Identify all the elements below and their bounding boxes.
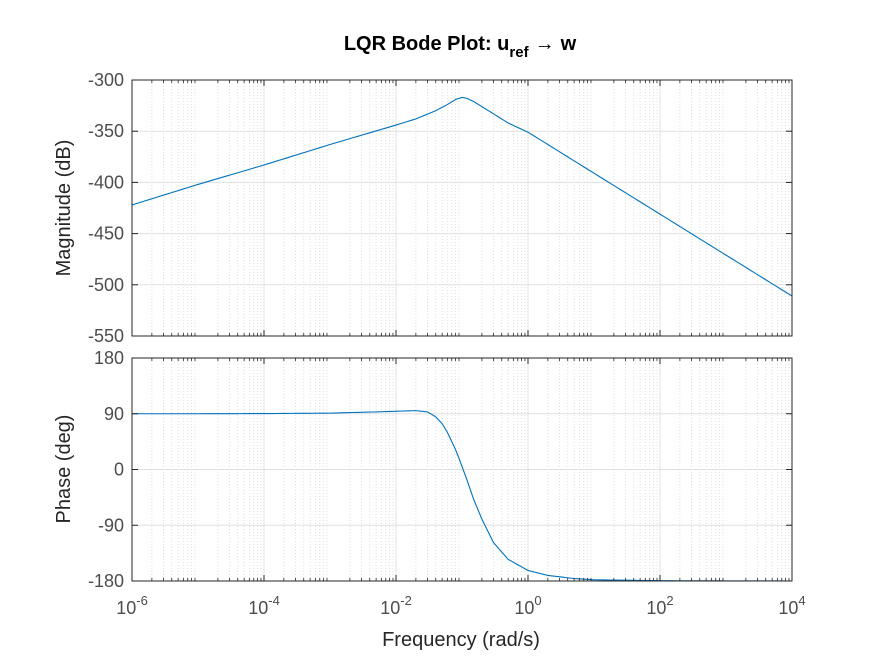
y-tick-label: -350 [88,121,124,141]
magnitude-y-axis-label: Magnitude (dB) [53,140,75,277]
title-arrow: → [535,33,555,55]
x-tick-base: 10 [646,598,666,618]
y-tick-label: 180 [94,348,124,368]
magnitude-axes-box [131,79,793,337]
x-tick-label: 100 [514,593,541,618]
x-tick-exponent: -2 [400,593,412,608]
y-tick-label: 90 [104,404,124,424]
phase-y-axis-label: Phase (deg) [53,415,75,524]
magnitude-panel: -300 -350 -400 -450 -500 -550 [88,70,793,346]
phase-tick-marks [131,357,793,582]
x-tick-exponent: 4 [798,593,805,608]
x-tick-label: 102 [646,593,673,618]
y-tick-label: -550 [88,326,124,346]
x-tick-base: 10 [380,598,400,618]
y-tick-label: -300 [88,70,124,90]
x-tick-base: 10 [116,598,136,618]
x-tick-label: 104 [778,593,805,618]
y-tick-label: -400 [88,172,124,192]
x-tick-exponent: -6 [136,593,148,608]
x-tick-exponent: 0 [534,593,541,608]
x-axis-label: Frequency (rad/s) [382,629,540,651]
x-tick-base: 10 [248,598,268,618]
x-tick-exponent: 2 [666,593,673,608]
x-tick-label: 10-4 [248,593,280,618]
y-tick-label: -450 [88,224,124,244]
magnitude-series-line [131,96,793,297]
phase-y-tick-labels: 180 90 0 -90 -180 [88,348,124,591]
phase-panel: 180 90 0 -90 -180 [88,348,793,591]
magnitude-tick-marks [131,79,793,337]
title-prefix: LQR Bode Plot: u [344,33,510,55]
title-subscript: ref [509,44,529,61]
y-tick-label: -90 [98,515,124,535]
x-tick-base: 10 [514,598,534,618]
chart-title: LQR Bode Plot: uref → w [344,33,577,61]
magnitude-minor-grid [151,80,790,336]
x-tick-label: 10-6 [116,593,148,618]
magnitude-y-tick-labels: -300 -350 -400 -450 -500 -550 [88,70,124,346]
x-tick-base: 10 [778,598,798,618]
magnitude-plot-area [132,80,792,336]
title-suffix: w [560,33,577,55]
x-tick-exponent: -4 [268,593,280,608]
y-tick-label: -500 [88,275,124,295]
x-tick-label: 10-2 [380,593,412,618]
phase-series-line [132,410,793,582]
x-tick-labels: 10-6 10-4 10-2 100 102 104 [116,593,805,618]
y-tick-label: 0 [114,460,124,480]
y-tick-label: -180 [88,571,124,591]
